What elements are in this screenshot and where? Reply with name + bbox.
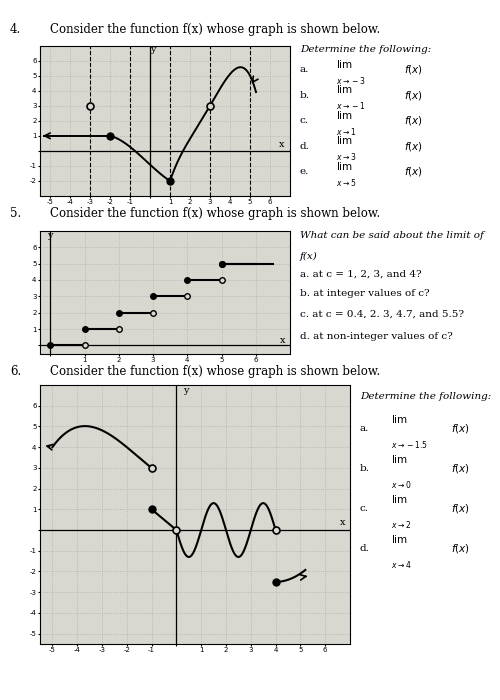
Text: 5.: 5.	[10, 207, 21, 220]
Text: $x\to-1.5$: $x\to-1.5$	[391, 440, 428, 450]
Text: y: y	[150, 45, 156, 53]
Text: d. at non-integer values of c?: d. at non-integer values of c?	[300, 332, 453, 341]
Text: $f(x)$: $f(x)$	[404, 165, 423, 178]
Text: $x\to0$: $x\to0$	[391, 480, 411, 490]
Text: $x\to5$: $x\to5$	[336, 177, 356, 188]
Text: 4.: 4.	[10, 23, 21, 36]
Text: $f(x)$: $f(x)$	[451, 542, 470, 555]
Text: a.: a.	[360, 424, 370, 433]
Text: y: y	[47, 230, 52, 239]
Text: $x\to3$: $x\to3$	[336, 151, 356, 162]
Text: $f(x)$: $f(x)$	[451, 462, 470, 475]
Text: x: x	[340, 518, 345, 527]
Text: $f(x)$: $f(x)$	[451, 422, 470, 435]
Text: $\lim$: $\lim$	[336, 108, 353, 120]
Text: $f(x)$: $f(x)$	[404, 89, 423, 102]
Text: y: y	[182, 386, 188, 395]
Text: d.: d.	[360, 544, 370, 553]
Text: Consider the function f(x) whose graph is shown below.: Consider the function f(x) whose graph i…	[50, 23, 380, 36]
Text: c.: c.	[300, 116, 309, 125]
Text: b. at integer values of c?: b. at integer values of c?	[300, 289, 430, 298]
Text: $f(x)$: $f(x)$	[451, 502, 470, 515]
Text: $\lim$: $\lim$	[336, 134, 353, 146]
Text: b.: b.	[360, 464, 370, 473]
Text: $\lim$: $\lim$	[336, 160, 353, 172]
Text: $x\to-1$: $x\to-1$	[336, 100, 366, 111]
Text: d.: d.	[300, 142, 310, 150]
Text: x: x	[279, 140, 285, 149]
Text: $\lim$: $\lim$	[391, 413, 408, 426]
Text: Consider the function f(x) whose graph is shown below.: Consider the function f(x) whose graph i…	[50, 365, 380, 378]
Text: a. at c = 1, 2, 3, and 4?: a. at c = 1, 2, 3, and 4?	[300, 270, 422, 279]
Text: e.: e.	[300, 167, 310, 176]
Text: c.: c.	[360, 504, 369, 513]
Text: $\lim$: $\lim$	[336, 83, 353, 95]
Text: a.: a.	[300, 65, 310, 74]
Text: $x\to1$: $x\to1$	[336, 126, 356, 136]
Text: $x\to-3$: $x\to-3$	[336, 75, 366, 85]
Text: $\lim$: $\lim$	[391, 533, 408, 545]
Text: Consider the function f(x) whose graph is shown below.: Consider the function f(x) whose graph i…	[50, 207, 380, 220]
Text: $f(x)$: $f(x)$	[404, 114, 423, 127]
Text: x: x	[280, 336, 285, 345]
Text: $f(x)$: $f(x)$	[404, 63, 423, 76]
Text: c. at c = 0.4, 2. 3, 4.7, and 5.5?: c. at c = 0.4, 2. 3, 4.7, and 5.5?	[300, 310, 464, 319]
Text: $x\to4$: $x\to4$	[391, 559, 411, 570]
Text: 6.: 6.	[10, 365, 21, 378]
Text: $\lim$: $\lim$	[336, 57, 353, 69]
Text: Determine the following:: Determine the following:	[300, 46, 431, 55]
Text: What can be said about the limit of: What can be said about the limit of	[300, 231, 484, 240]
Text: f(x): f(x)	[300, 252, 318, 261]
Text: $\lim$: $\lim$	[391, 454, 408, 466]
Text: Determine the following:: Determine the following:	[360, 392, 491, 401]
Text: $x\to2$: $x\to2$	[391, 519, 411, 531]
Text: b.: b.	[300, 91, 310, 99]
Text: $\lim$: $\lim$	[391, 494, 408, 505]
Text: $f(x)$: $f(x)$	[404, 140, 423, 153]
